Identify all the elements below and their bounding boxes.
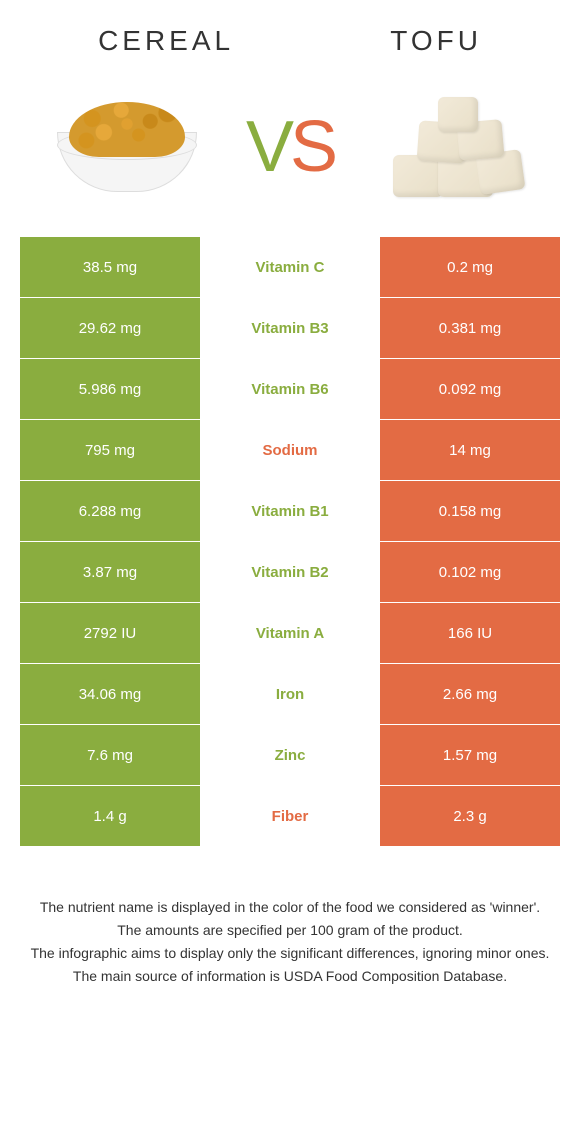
footer-line: The main source of information is USDA F… xyxy=(30,966,550,987)
nutrient-label: Sodium xyxy=(200,420,380,480)
footer-line: The nutrient name is displayed in the co… xyxy=(30,897,550,918)
value-right: 1.57 mg xyxy=(380,725,560,785)
value-right: 0.381 mg xyxy=(380,298,560,358)
value-right: 2.3 g xyxy=(380,786,560,846)
nutrient-label: Zinc xyxy=(200,725,380,785)
nutrient-label: Iron xyxy=(200,664,380,724)
value-right: 0.2 mg xyxy=(380,237,560,297)
vs-s: S xyxy=(290,107,334,187)
footer-line: The infographic aims to display only the… xyxy=(30,943,550,964)
value-left: 5.986 mg xyxy=(20,359,200,419)
nutrient-label: Fiber xyxy=(200,786,380,846)
value-left: 38.5 mg xyxy=(20,237,200,297)
value-right: 2.66 mg xyxy=(380,664,560,724)
value-right: 166 IU xyxy=(380,603,560,663)
nutrient-label: Vitamin C xyxy=(200,237,380,297)
table-row: 1.4 gFiber2.3 g xyxy=(20,786,560,846)
value-right: 14 mg xyxy=(380,420,560,480)
value-left: 795 mg xyxy=(20,420,200,480)
table-row: 34.06 mgIron2.66 mg xyxy=(20,664,560,724)
value-left: 34.06 mg xyxy=(20,664,200,724)
images-row: VS xyxy=(0,67,580,237)
value-left: 1.4 g xyxy=(20,786,200,846)
value-left: 6.288 mg xyxy=(20,481,200,541)
title-left: CEREAL xyxy=(98,25,234,57)
nutrient-label: Vitamin A xyxy=(200,603,380,663)
value-left: 7.6 mg xyxy=(20,725,200,785)
value-left: 29.62 mg xyxy=(20,298,200,358)
tofu-image xyxy=(378,87,528,207)
table-row: 29.62 mgVitamin B30.381 mg xyxy=(20,298,560,358)
nutrient-label: Vitamin B6 xyxy=(200,359,380,419)
table-row: 5.986 mgVitamin B60.092 mg xyxy=(20,359,560,419)
vs-v: V xyxy=(246,107,290,187)
value-right: 0.102 mg xyxy=(380,542,560,602)
table-row: 3.87 mgVitamin B20.102 mg xyxy=(20,542,560,602)
value-left: 2792 IU xyxy=(20,603,200,663)
nutrient-label: Vitamin B2 xyxy=(200,542,380,602)
footer: The nutrient name is displayed in the co… xyxy=(0,847,580,1019)
header: CEREAL TOFU xyxy=(0,0,580,67)
vs-label: VS xyxy=(246,106,334,188)
cereal-image xyxy=(52,87,202,207)
table-row: 7.6 mgZinc1.57 mg xyxy=(20,725,560,785)
value-right: 0.092 mg xyxy=(380,359,560,419)
value-left: 3.87 mg xyxy=(20,542,200,602)
value-right: 0.158 mg xyxy=(380,481,560,541)
nutrient-label: Vitamin B3 xyxy=(200,298,380,358)
footer-line: The amounts are specified per 100 gram o… xyxy=(30,920,550,941)
nutrient-label: Vitamin B1 xyxy=(200,481,380,541)
table-row: 6.288 mgVitamin B10.158 mg xyxy=(20,481,560,541)
title-right: TOFU xyxy=(390,25,482,57)
table-row: 38.5 mgVitamin C0.2 mg xyxy=(20,237,560,297)
table-row: 795 mgSodium14 mg xyxy=(20,420,560,480)
comparison-table: 38.5 mgVitamin C0.2 mg29.62 mgVitamin B3… xyxy=(0,237,580,846)
table-row: 2792 IUVitamin A166 IU xyxy=(20,603,560,663)
